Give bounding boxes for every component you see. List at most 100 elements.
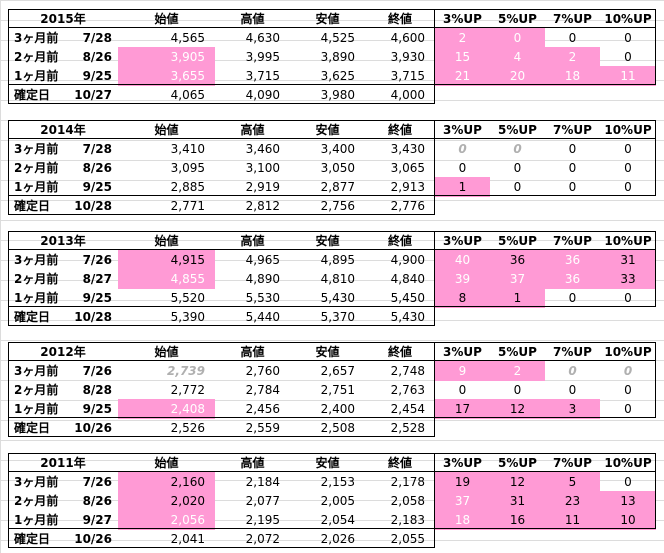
row-date: 8/26 (82, 50, 112, 64)
row-date: 8/26 (82, 161, 112, 175)
row-label: 3ヶ月前 7/26 (8, 250, 118, 270)
row-label: 2ヶ月前 8/26 (8, 491, 118, 511)
row-label: 1ヶ月前 9/25 (8, 66, 118, 86)
value-cell: 0 (513, 161, 522, 175)
value-cell: 2,772 (170, 383, 205, 397)
column-header: 安値 (315, 456, 340, 470)
column-header: 3%UP (443, 456, 482, 470)
value-cell: 1 (490, 288, 545, 308)
value-cell: 19 (435, 472, 490, 492)
value-cell: 0 (624, 180, 632, 194)
column-header: 始値 (154, 345, 179, 359)
value-cell: 2,184 (245, 475, 280, 489)
row-date: 7/28 (82, 142, 112, 156)
value-cell: 4,565 (170, 31, 205, 45)
value-cell: 2,058 (390, 494, 425, 508)
row-date: 9/25 (82, 402, 112, 416)
row-label: 確定日 10/27 (8, 85, 118, 105)
value-cell: 0 (624, 383, 632, 397)
table-border (8, 342, 656, 361)
table-border (8, 9, 656, 28)
row-date: 9/27 (82, 513, 112, 527)
row-label: 2ヶ月前 8/28 (8, 380, 118, 400)
column-header: 高値 (240, 456, 265, 470)
table-border (8, 120, 656, 139)
row-date: 8/28 (82, 383, 112, 397)
value-cell: 3,995 (245, 50, 280, 64)
value-cell: 2,784 (245, 383, 280, 397)
value-cell: 4,855 (118, 269, 215, 289)
column-header: 3%UP (443, 345, 482, 359)
value-cell: 31 (490, 491, 545, 511)
value-cell: 5,530 (245, 291, 280, 305)
row-date: 9/25 (82, 180, 112, 194)
value-cell: 4,600 (390, 31, 425, 45)
value-cell: 13 (600, 491, 656, 511)
value-cell: 20 (490, 66, 545, 86)
column-header: 5%UP (498, 345, 537, 359)
column-header: 3%UP (443, 234, 482, 248)
value-cell: 3,460 (245, 142, 280, 156)
value-cell: 2,054 (320, 513, 355, 527)
value-cell: 2,456 (245, 402, 280, 416)
year-table: 2011年 始値 高値 安値 終値 3%UP 5%UP 7%UP 10%UP 3ヶ月前 7/26 2,… (8, 453, 656, 548)
value-cell: 3,715 (390, 69, 425, 83)
value-cell: 37 (435, 491, 490, 511)
value-cell: 0 (490, 28, 545, 48)
column-header: 安値 (315, 234, 340, 248)
column-header: 終値 (387, 234, 412, 248)
value-cell: 3,410 (170, 142, 205, 156)
value-cell: 15 (435, 47, 490, 67)
value-cell: 2,751 (320, 383, 355, 397)
column-header: 10%UP (604, 12, 652, 26)
column-header: 10%UP (604, 345, 652, 359)
column-header: 5%UP (498, 456, 537, 470)
column-header: 10%UP (604, 234, 652, 248)
value-cell: 4,915 (118, 250, 215, 270)
column-header: 7%UP (553, 123, 592, 137)
value-cell: 39 (435, 269, 490, 289)
value-cell: 0 (568, 364, 577, 378)
table-border (8, 453, 435, 548)
value-cell: 11 (600, 66, 656, 86)
table-border (8, 453, 656, 472)
value-cell: 1 (435, 177, 490, 197)
column-header: 高値 (240, 12, 265, 26)
value-cell: 4,525 (320, 31, 355, 45)
year-table: 2013年 始値 高値 安値 終値 3%UP 5%UP 7%UP 10%UP 3ヶ月前 7/26 4,… (8, 231, 656, 326)
value-cell: 3,100 (245, 161, 280, 175)
column-header: 始値 (154, 12, 179, 26)
value-cell: 3,980 (320, 88, 355, 102)
column-header: 安値 (315, 12, 340, 26)
value-cell: 4,965 (245, 253, 280, 267)
value-cell: 4,840 (390, 272, 425, 286)
row-date: 10/26 (74, 532, 112, 546)
value-cell: 2,056 (118, 510, 215, 530)
value-cell: 2,812 (245, 199, 280, 213)
column-header: 3%UP (443, 12, 482, 26)
value-cell: 4,090 (245, 88, 280, 102)
value-cell: 17 (435, 399, 490, 419)
value-cell: 5,450 (390, 291, 425, 305)
value-cell: 2,026 (320, 532, 355, 546)
row-date: 7/26 (82, 253, 112, 267)
value-cell: 2,005 (320, 494, 355, 508)
column-header: 7%UP (553, 234, 592, 248)
value-cell: 2,055 (390, 532, 425, 546)
value-cell: 40 (435, 250, 490, 270)
row-label: 1ヶ月前 9/25 (8, 399, 118, 419)
value-cell: 0 (513, 180, 522, 194)
value-cell: 2,739 (167, 364, 205, 378)
value-cell: 0 (623, 364, 633, 378)
row-date: 10/27 (74, 88, 112, 102)
row-label: 確定日 10/26 (8, 418, 118, 438)
value-cell: 5,520 (170, 291, 205, 305)
value-cell: 2,760 (245, 364, 280, 378)
row-label: 1ヶ月前 9/27 (8, 510, 118, 530)
value-cell: 4,000 (390, 88, 425, 102)
row-label: 2ヶ月前 8/27 (8, 269, 118, 289)
column-header: 7%UP (553, 456, 592, 470)
value-cell: 4,810 (320, 272, 355, 286)
value-cell: 12 (490, 399, 545, 419)
value-cell: 12 (490, 472, 545, 492)
